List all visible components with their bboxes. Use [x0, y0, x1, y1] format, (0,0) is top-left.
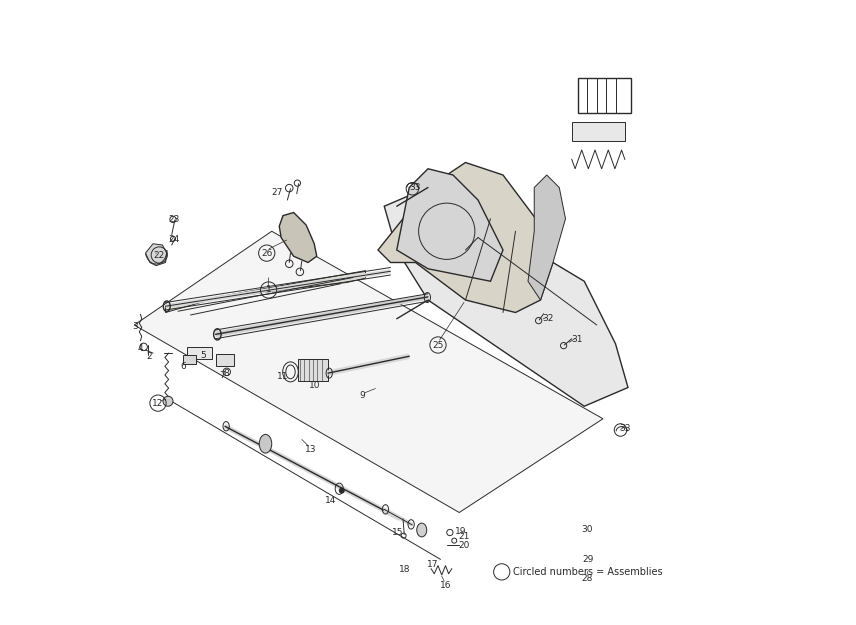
Bar [187, 347, 212, 359]
Circle shape [163, 396, 173, 406]
Bar [572, 122, 625, 141]
Text: 27: 27 [271, 188, 282, 197]
Text: 5: 5 [200, 351, 206, 359]
Polygon shape [396, 169, 503, 281]
Text: 6: 6 [180, 362, 186, 371]
Ellipse shape [259, 434, 271, 453]
Polygon shape [384, 188, 628, 406]
Text: 24: 24 [169, 235, 180, 244]
Text: 20: 20 [459, 541, 470, 549]
Text: 29: 29 [582, 556, 594, 564]
Polygon shape [146, 244, 167, 266]
Text: 19: 19 [455, 527, 467, 536]
Text: 1: 1 [265, 286, 271, 294]
Polygon shape [528, 175, 566, 300]
Text: 11: 11 [277, 372, 288, 381]
Text: 31: 31 [571, 335, 582, 344]
Text: 7: 7 [219, 371, 224, 379]
Text: 8: 8 [224, 369, 229, 378]
Text: 13: 13 [305, 446, 316, 454]
Text: 22: 22 [153, 251, 165, 259]
Bar [578, 78, 631, 112]
Text: 30: 30 [581, 526, 592, 534]
Text: 10: 10 [308, 381, 320, 389]
Text: 26: 26 [261, 249, 272, 258]
Text: 32: 32 [543, 314, 554, 323]
Text: 33: 33 [410, 183, 421, 192]
Text: 4: 4 [138, 344, 143, 353]
Circle shape [339, 488, 344, 493]
Text: 18: 18 [399, 566, 410, 574]
Bar [183, 355, 195, 364]
Text: 23: 23 [169, 216, 180, 224]
Text: 16: 16 [440, 581, 451, 590]
Text: Circled numbers = Assemblies: Circled numbers = Assemblies [513, 567, 663, 577]
Polygon shape [279, 213, 317, 262]
Ellipse shape [417, 523, 427, 537]
Text: 3: 3 [133, 322, 139, 331]
Polygon shape [134, 231, 603, 512]
Text: 12: 12 [152, 399, 163, 408]
Text: 33: 33 [619, 424, 631, 433]
Text: 25: 25 [432, 341, 443, 349]
Bar [216, 354, 235, 366]
Text: 14: 14 [325, 496, 336, 505]
Text: 17: 17 [426, 560, 438, 569]
Polygon shape [165, 271, 366, 312]
Text: 2: 2 [146, 352, 152, 361]
Text: 21: 21 [459, 532, 470, 541]
Text: 15: 15 [392, 528, 404, 537]
Text: 9: 9 [360, 391, 366, 400]
Text: 28: 28 [581, 574, 592, 583]
Polygon shape [378, 162, 553, 312]
Polygon shape [460, 262, 515, 306]
Bar [298, 359, 328, 381]
